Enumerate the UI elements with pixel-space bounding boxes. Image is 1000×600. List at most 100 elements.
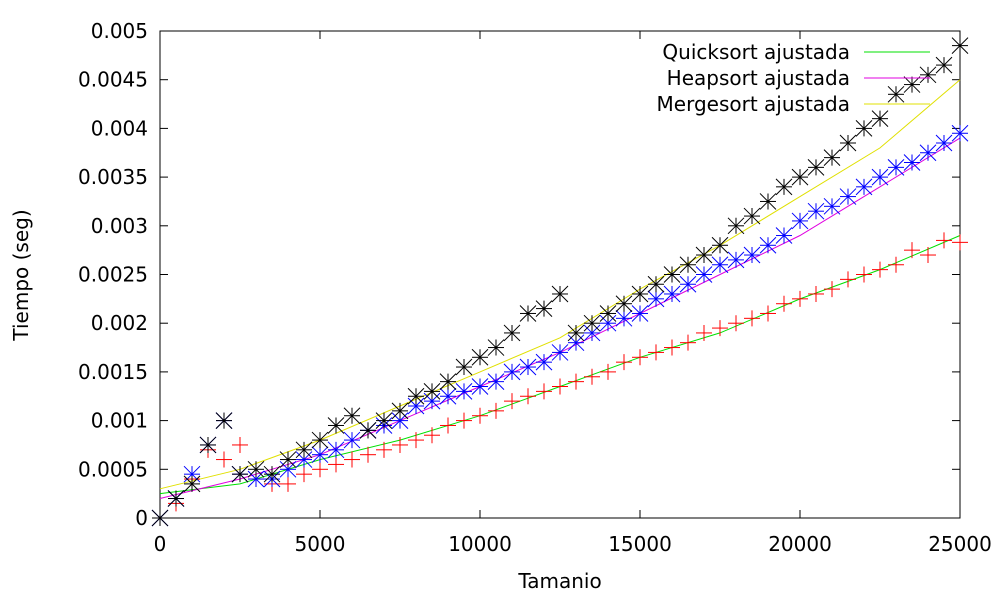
fitted-curve-1: [159, 137, 961, 499]
data-point-s0: [520, 388, 536, 405]
data-point-s0: [440, 417, 456, 434]
data-point-s2: [935, 56, 953, 74]
data-point-s2: [263, 465, 281, 483]
data-point-s1: [823, 197, 841, 215]
data-point-s1: [903, 154, 921, 171]
data-point-s2: [743, 207, 761, 225]
x-tick-label: 5000: [295, 532, 346, 556]
data-point-s2: [583, 314, 601, 332]
data-point-s0: [904, 242, 920, 259]
data-point-s2: [439, 373, 457, 390]
data-point-s2: [183, 475, 201, 493]
y-tick-label: 0.005: [91, 19, 148, 43]
data-point-s0: [664, 339, 680, 356]
data-point-s0: [600, 363, 616, 380]
data-point-s0: [952, 234, 968, 251]
data-point-s0: [728, 315, 744, 332]
data-point-s1: [695, 266, 713, 283]
data-point-s0: [776, 295, 792, 312]
y-tick-labels: 0 0.0005 0.001 0.0015 0.002 0.0025 0.003 0.0035…: [78, 19, 148, 530]
data-point-s0: [360, 446, 376, 463]
data-point-s1: [743, 246, 761, 264]
data-point-s2: [871, 110, 889, 128]
data-point-s0: [856, 266, 872, 283]
y-tick-label: 0.004: [91, 116, 148, 140]
data-point-s2: [167, 490, 185, 507]
data-point-s2: [679, 256, 697, 274]
data-point-s1: [791, 212, 809, 230]
data-point-s2: [423, 383, 441, 400]
data-point-s2: [471, 348, 489, 366]
data-point-s0: [744, 310, 760, 327]
data-point-s2: [903, 76, 921, 93]
data-point-s0: [840, 271, 856, 288]
x-axis-title: Tamanio: [517, 569, 601, 593]
data-point-s0: [456, 412, 472, 429]
data-point-s1: [615, 309, 633, 327]
data-point-s1: [519, 358, 537, 376]
data-point-s0: [936, 232, 952, 249]
data-point-s0: [616, 354, 632, 371]
data-point-s2: [199, 436, 217, 454]
data-point-s1: [759, 236, 777, 254]
data-point-s0: [216, 451, 232, 468]
data-markers: [151, 37, 969, 527]
data-point-s1: [327, 441, 345, 459]
x-tick-label: 20000: [768, 532, 832, 556]
data-point-s1: [487, 373, 505, 390]
x-tick-labels: 0 5000 10000 15000 20000 25000: [154, 532, 992, 556]
data-point-s2: [615, 295, 633, 313]
data-point-s2: [279, 451, 297, 468]
data-point-s2: [359, 421, 377, 439]
data-point-s1: [183, 465, 201, 483]
data-point-s0: [296, 466, 312, 483]
x-tick-label: 10000: [448, 532, 512, 556]
y-tick-label: 0.0045: [78, 68, 148, 92]
data-point-s2: [727, 217, 745, 235]
data-point-s0: [712, 320, 728, 337]
data-point-s0: [376, 441, 392, 458]
data-point-s2: [455, 358, 473, 376]
data-point-s2: [247, 460, 265, 478]
x-tick-label: 0: [154, 532, 167, 556]
data-point-s2: [695, 246, 713, 264]
data-point-s0: [792, 290, 808, 307]
data-point-s2: [391, 402, 409, 420]
legend-label: Mergesort ajustada: [657, 92, 850, 116]
legend-label: Quicksort ajustada: [662, 40, 850, 64]
data-point-s0: [232, 436, 248, 453]
data-point-s1: [935, 134, 953, 152]
data-point-s1: [679, 275, 697, 293]
data-point-s0: [552, 378, 568, 395]
y-tick-label: 0.002: [91, 311, 148, 335]
data-point-s1: [727, 251, 745, 269]
data-point-s0: [424, 427, 440, 444]
data-point-s1: [311, 446, 329, 464]
data-point-s2: [343, 407, 361, 425]
data-point-s1: [343, 431, 361, 449]
data-point-s2: [519, 305, 537, 322]
data-point-s1: [919, 144, 937, 162]
data-point-s2: [919, 66, 937, 84]
data-point-s1: [871, 168, 889, 186]
data-point-s1: [711, 256, 729, 274]
data-point-s2: [855, 120, 873, 137]
data-point-s2: [215, 412, 233, 429]
data-point-s0: [280, 475, 296, 492]
y-tick-label: 0.0025: [78, 263, 148, 287]
data-point-s1: [631, 305, 649, 322]
data-point-s1: [535, 353, 553, 371]
data-point-s2: [759, 193, 777, 210]
data-point-s2: [231, 465, 249, 483]
data-point-s1: [471, 378, 489, 395]
data-point-s2: [807, 159, 825, 176]
data-point-s0: [488, 402, 504, 419]
data-point-s2: [647, 275, 665, 293]
x-tick-label: 15000: [608, 532, 672, 556]
data-point-s0: [648, 344, 664, 361]
legend-label: Heapsort ajustada: [667, 66, 850, 90]
data-point-s2: [711, 236, 729, 254]
x-tick-label: 25000: [928, 532, 992, 556]
data-point-s1: [455, 383, 473, 400]
